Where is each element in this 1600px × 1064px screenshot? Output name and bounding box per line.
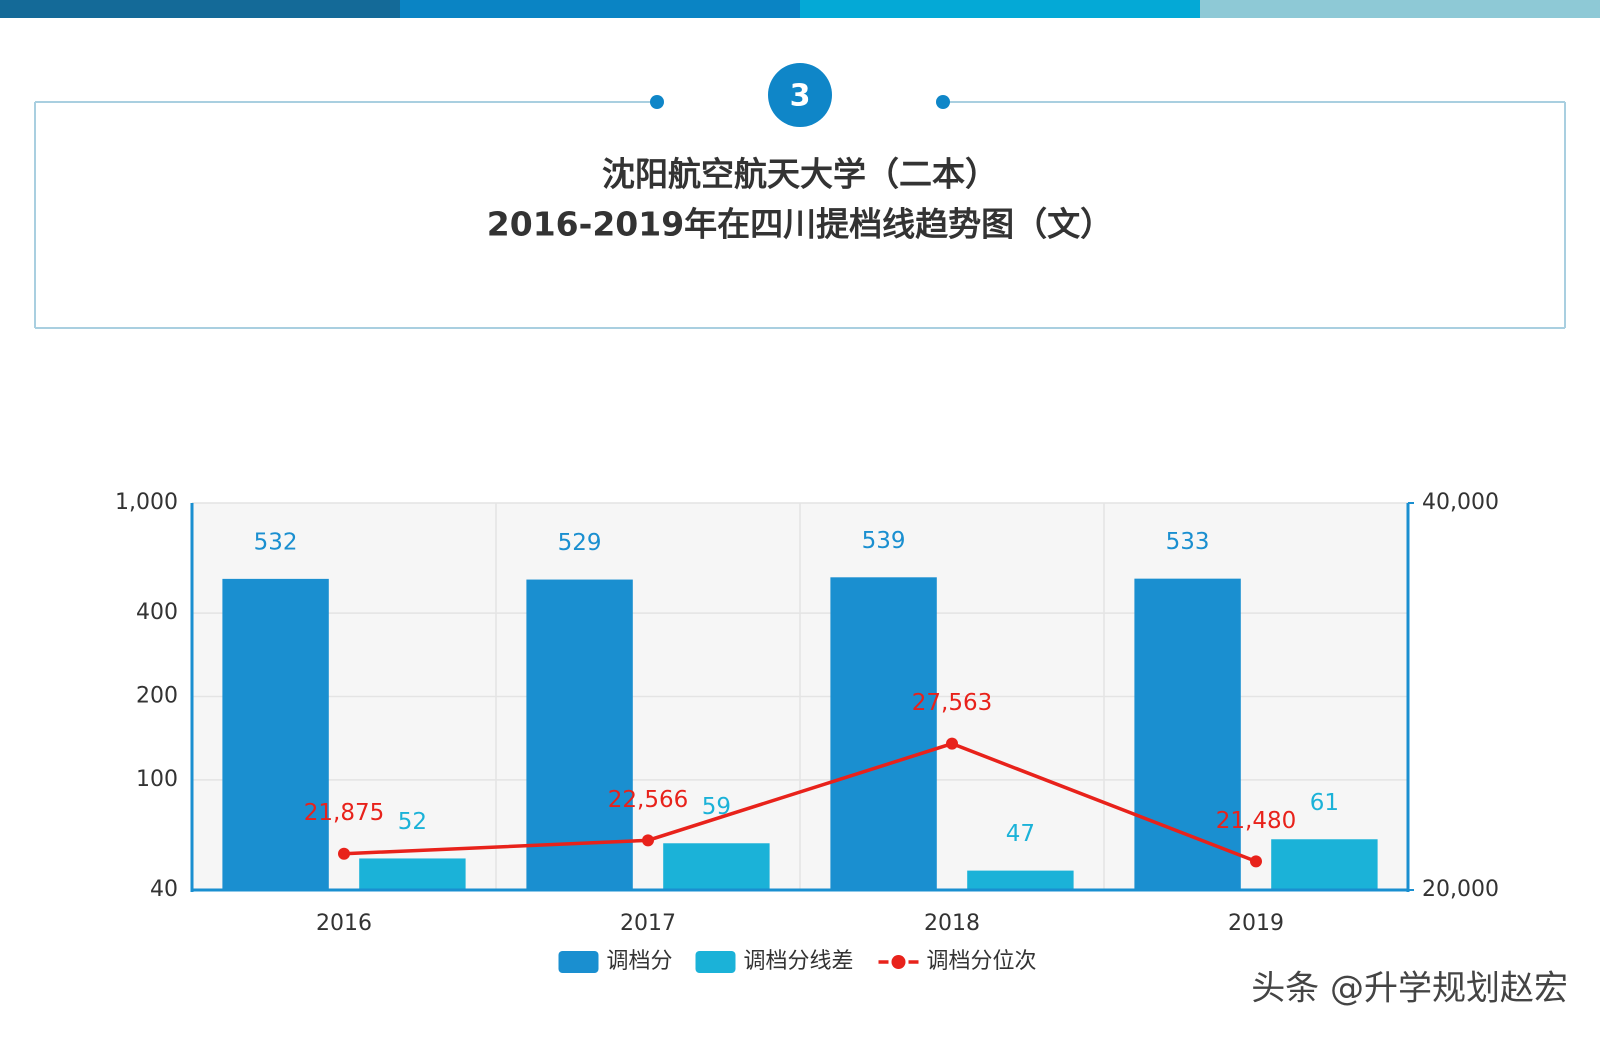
bar <box>830 577 937 890</box>
y2-tick-label: 20,000 <box>1422 877 1499 902</box>
bar-value-label: 539 <box>862 528 906 554</box>
line-value-label: 22,566 <box>608 787 688 813</box>
y-tick-label: 1,000 <box>115 490 178 515</box>
bar <box>1271 839 1378 890</box>
badge-number: 3 <box>790 79 811 114</box>
x-tick-label: 2016 <box>316 911 372 936</box>
y-tick-label: 400 <box>136 600 178 625</box>
badge <box>768 63 832 127</box>
legend-swatch-dot <box>891 955 906 969</box>
dot <box>650 95 664 109</box>
bar <box>1134 578 1241 890</box>
strip <box>1200 0 1600 18</box>
bar <box>222 578 329 890</box>
line <box>343 741 1257 863</box>
title: 2016-2019年在四川提档线趋势图（文） <box>487 205 1113 244</box>
legend-label: 调档分 <box>607 949 673 974</box>
x-tick-label: 2018 <box>924 911 980 936</box>
y2-tick-label: 40,000 <box>1422 490 1499 515</box>
strip <box>800 0 1200 18</box>
x-tick-label: 2017 <box>620 911 676 936</box>
legend-label: 调档分线差 <box>744 949 854 974</box>
line-point <box>338 847 350 860</box>
bar-value-label: 52 <box>398 809 427 835</box>
strip <box>0 0 400 18</box>
y-tick-label: 200 <box>136 684 178 709</box>
bar <box>663 843 770 890</box>
bar <box>526 579 633 890</box>
legend-label: 调档分位次 <box>927 949 1037 974</box>
watermark: 头条 @升学规划赵宏 <box>1251 969 1568 1009</box>
bar <box>967 870 1074 890</box>
bar-value-label: 529 <box>558 530 602 556</box>
bar <box>359 858 466 890</box>
line-point <box>946 737 958 750</box>
y-tick-label: 100 <box>136 767 178 792</box>
legend-swatch <box>558 951 599 973</box>
line-point <box>642 834 654 847</box>
chart: 40 100 200 400 1,000 20,000 40,000 532 529 539 533… <box>115 490 1499 974</box>
title: 沈阳航空航天大学（二本） <box>602 155 998 194</box>
line-point <box>1250 855 1262 868</box>
bar-value-label: 533 <box>1166 529 1210 555</box>
bar-value-label: 61 <box>1310 790 1339 816</box>
legend-swatch <box>695 951 736 973</box>
line-value-label: 21,875 <box>304 800 384 826</box>
title-box <box>34 101 1566 329</box>
strip <box>400 0 800 18</box>
x-tick-label: 2019 <box>1228 911 1284 936</box>
bar-value-label: 47 <box>1006 821 1035 847</box>
line-value-label: 27,563 <box>912 690 992 716</box>
y-tick-label: 40 <box>150 877 178 902</box>
dot <box>936 95 950 109</box>
bar-value-label: 532 <box>254 529 298 555</box>
line-value-label: 21,480 <box>1216 808 1296 834</box>
